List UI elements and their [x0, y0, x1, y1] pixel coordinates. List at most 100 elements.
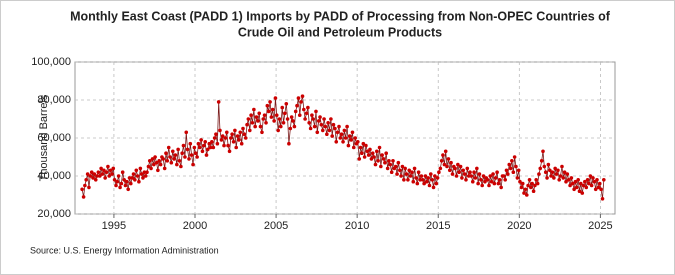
data-point [260, 130, 264, 135]
data-point [265, 103, 270, 108]
data-point [343, 136, 348, 140]
data-point [257, 111, 262, 116]
data-point [431, 185, 436, 190]
data-point [216, 100, 221, 104]
chart-title: Monthly East Coast (PADD 1) Imports by P… [70, 9, 611, 23]
data-point [377, 145, 382, 150]
data-point [420, 178, 425, 182]
data-point [346, 143, 351, 148]
data-point [329, 117, 333, 121]
data-point [156, 168, 160, 173]
data-point [181, 143, 186, 148]
data-point [450, 172, 455, 176]
data-point [270, 107, 275, 112]
data-point [512, 155, 517, 159]
data-point [533, 183, 537, 188]
data-point [115, 179, 120, 184]
data-point [291, 119, 295, 123]
data-point [193, 151, 198, 155]
data-point [227, 149, 232, 154]
data-point [268, 100, 272, 104]
data-point [131, 172, 136, 176]
data-point [414, 176, 418, 180]
data-point [584, 185, 589, 190]
data-point [473, 176, 478, 180]
data-point [222, 143, 226, 148]
data-point [507, 162, 512, 167]
data-point [407, 168, 412, 173]
data-point [310, 113, 314, 117]
data-point [418, 178, 422, 182]
data-point [491, 172, 495, 176]
data-point [146, 164, 151, 169]
data-point [531, 189, 536, 193]
data-point [464, 178, 468, 182]
data-point [91, 176, 95, 180]
data-point [143, 174, 148, 178]
data-point [161, 157, 166, 161]
data-point [556, 168, 560, 173]
data-point [504, 168, 509, 173]
data-point [485, 178, 490, 182]
data-point [153, 155, 157, 159]
data-point [361, 141, 366, 146]
data-point [207, 141, 212, 146]
data-point [250, 121, 255, 125]
y-tick-label: 40,000 [37, 170, 71, 182]
data-point [274, 113, 279, 117]
data-point [597, 181, 602, 186]
data-point [312, 124, 317, 129]
data-point [357, 157, 362, 161]
data-point [411, 179, 416, 184]
data-point [229, 136, 233, 140]
data-point [534, 178, 538, 182]
data-point [177, 159, 182, 163]
data-point [583, 179, 587, 184]
data-point [564, 179, 568, 184]
data-point [599, 187, 603, 192]
x-tick-label: 2010 [345, 220, 369, 232]
data-point [230, 132, 234, 136]
data-point [243, 136, 248, 140]
data-point [220, 134, 225, 138]
data-point [273, 96, 278, 100]
data-point [307, 121, 311, 125]
data-point [339, 132, 344, 136]
data-point [325, 132, 329, 136]
data-point [196, 141, 201, 146]
data-point [438, 166, 443, 171]
data-point [170, 149, 175, 154]
data-point [166, 145, 171, 150]
data-point [246, 117, 251, 121]
data-point [516, 168, 521, 173]
data-point [369, 157, 374, 161]
y-tick-label: 80,000 [37, 94, 71, 106]
data-point [185, 147, 190, 152]
data-point [237, 138, 241, 142]
data-point [124, 179, 129, 184]
data-point [415, 181, 420, 186]
data-point [252, 107, 256, 112]
data-point [472, 170, 476, 174]
data-point [258, 124, 263, 129]
data-point [365, 149, 370, 154]
data-point [600, 197, 605, 201]
data-point [527, 178, 532, 182]
data-point [518, 179, 522, 184]
data-point [200, 149, 205, 154]
data-point [88, 174, 93, 178]
data-point [127, 176, 132, 180]
data-point [108, 168, 113, 173]
data-point [95, 174, 99, 178]
data-point [477, 172, 482, 176]
data-point [248, 128, 252, 133]
data-point [548, 168, 552, 173]
data-point [191, 162, 195, 167]
data-point [393, 164, 398, 169]
data-point [524, 193, 529, 197]
data-point [308, 126, 313, 131]
data-point [314, 109, 318, 114]
data-point [396, 160, 401, 165]
data-point [138, 166, 143, 171]
data-point [430, 178, 435, 182]
